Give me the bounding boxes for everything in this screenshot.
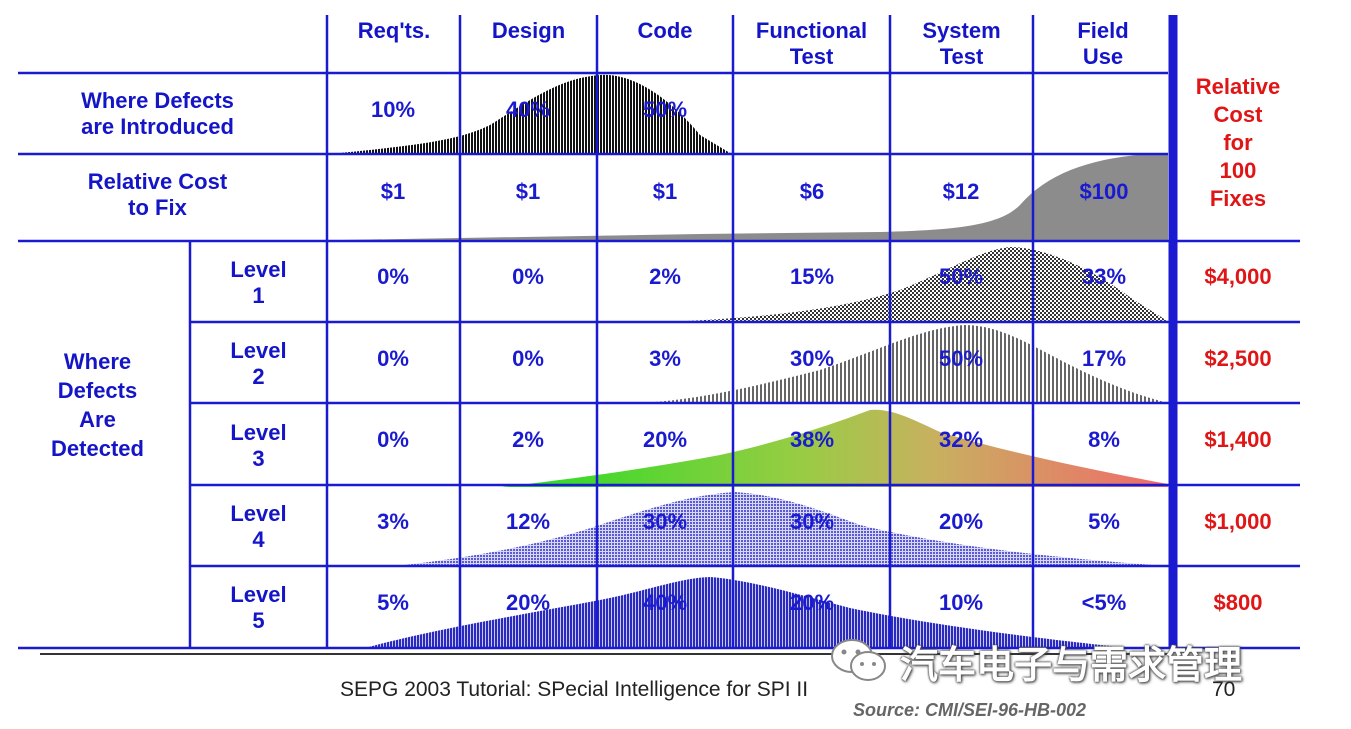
level3-cell: 0% (377, 427, 409, 452)
cost-value: $1 (515, 179, 541, 204)
level1-cell: 33% (1081, 264, 1127, 289)
introduced-value: 10% (370, 97, 416, 122)
level3-curve (502, 409, 1168, 487)
introduced-value: 50% (642, 97, 688, 122)
cost-curve (340, 153, 1168, 240)
level5-cell: <5% (1081, 590, 1127, 615)
level1-label: Level 1 (230, 257, 287, 308)
level3-cost: $1,400 (1204, 427, 1272, 452)
detected-label: Where Defects Are Detected (51, 349, 144, 461)
level3-cell: 20% (642, 427, 688, 452)
col-header-code: Code (637, 18, 693, 43)
level4-cell: 30% (642, 509, 688, 534)
wechat-icon (831, 639, 886, 681)
level5-cost: $800 (1213, 590, 1263, 615)
col-header-reqts: Req'ts. (357, 18, 431, 43)
level4-cell: 12% (505, 509, 551, 534)
level4-cost: $1,000 (1204, 509, 1272, 534)
source-note: Source: CMI/SEI-96-HB-002 (853, 700, 1087, 720)
relative-cost-header: Relative Cost for 100 Fixes (1195, 74, 1281, 211)
introduced-value: 40% (505, 97, 551, 122)
cost-value: $6 (799, 179, 825, 204)
col-header-field-use: Field Use (1077, 18, 1129, 69)
level4-cell: 5% (1088, 509, 1120, 534)
col-header-functional-test: Functional Test (755, 18, 868, 69)
cost-value: $12 (942, 179, 980, 204)
introduced-curve (340, 74, 730, 153)
level2-cell: 17% (1081, 346, 1127, 371)
level3-cell: 2% (512, 427, 544, 452)
cost-label: Relative Cost to Fix (87, 169, 228, 220)
level4-curve (395, 492, 1168, 566)
level1-cell: 0% (377, 264, 409, 289)
cost-value: $1 (652, 179, 678, 204)
level2-cell: 0% (377, 346, 409, 371)
watermark-text: 汽车电子与需求管理 (900, 644, 1243, 687)
footer-caption: SEPG 2003 Tutorial: SPecial Intelligence… (340, 678, 809, 701)
col-header-system-test: System Test (922, 18, 1001, 69)
level3-cell: 32% (938, 427, 984, 452)
level4-label: Level 4 (230, 501, 287, 552)
level3-cell: 38% (789, 427, 835, 452)
level4-cell: 20% (938, 509, 984, 534)
level1-curve (665, 247, 1168, 322)
level3-cell: 8% (1088, 427, 1120, 452)
level2-curve (640, 325, 1168, 403)
level5-curve (365, 577, 1130, 648)
level4-cell: 30% (789, 509, 835, 534)
level1-cell: 50% (938, 264, 984, 289)
level1-cell: 0% (512, 264, 544, 289)
cost-value: $1 (380, 179, 406, 204)
level1-cost: $4,000 (1204, 264, 1272, 289)
introduced-label: Where Defects are Introduced (81, 88, 234, 139)
watermark: 汽车电子与需求管理 (828, 634, 1242, 688)
level2-cell: 0% (512, 346, 544, 371)
level3-label: Level 3 (230, 420, 287, 471)
level1-cell: 2% (649, 264, 681, 289)
page-number: 70 (1212, 678, 1236, 701)
level1-cell: 15% (789, 264, 835, 289)
level5-cell: 10% (938, 590, 984, 615)
level4-cell: 3% (377, 509, 409, 534)
level5-cell: 5% (377, 590, 409, 615)
level5-cell: 20% (505, 590, 551, 615)
cost-value: $100 (1079, 179, 1129, 204)
level2-label: Level 2 (230, 338, 287, 389)
level2-cell: 3% (649, 346, 681, 371)
level2-cell: 50% (938, 346, 984, 371)
col-header-design: Design (491, 18, 566, 43)
level5-cell: 20% (789, 590, 835, 615)
level2-cell: 30% (789, 346, 835, 371)
level5-label: Level 5 (230, 582, 287, 633)
level2-cost: $2,500 (1204, 346, 1272, 371)
level5-cell: 40% (642, 590, 688, 615)
